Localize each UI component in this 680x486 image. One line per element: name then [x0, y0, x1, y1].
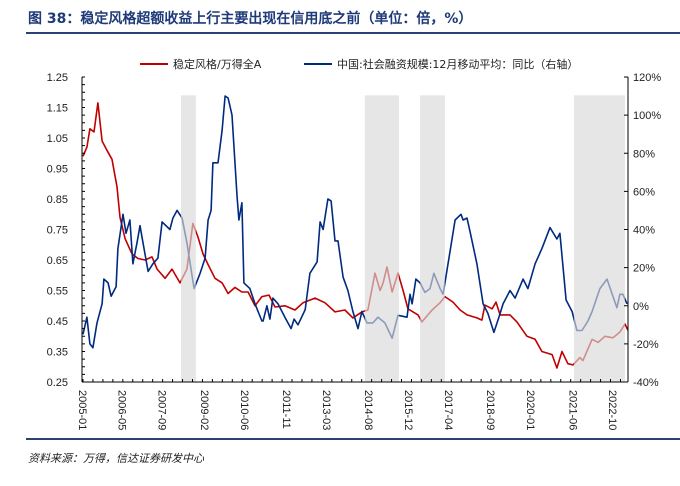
left-tick-label: 0.75 [47, 225, 68, 237]
right-tick-label: -40% [633, 377, 659, 389]
left-tick-label: 0.65 [47, 255, 68, 267]
right-tick-label: 0% [633, 301, 649, 313]
x-tick-label: 2007-09 [156, 390, 168, 430]
left-tick-label: 1.15 [47, 103, 68, 115]
right-tick-label: 100% [633, 110, 661, 122]
x-tick-label: 2015-12 [402, 390, 414, 430]
chart-title: 图 38：稳定风格超额收益上行主要出现在信用底之前（单位：倍，%） [28, 10, 472, 27]
left-tick-label: 1.25 [47, 72, 68, 84]
x-tick-label: 2014-08 [362, 390, 374, 430]
x-tick-label: 2005-01 [76, 390, 88, 430]
left-tick-label: 0.45 [47, 316, 68, 328]
x-tick-label: 2013-03 [320, 390, 332, 430]
x-tick-label: 2018-09 [484, 390, 496, 430]
left-tick-label: 0.85 [47, 194, 68, 206]
legend-label-red: 稳定风格/万得全A [173, 57, 262, 71]
x-tick-label: 2011-11 [280, 390, 292, 429]
right-tick-label: 20% [633, 263, 655, 275]
legend-label-blue: 中国:社会融资规模:12月移动平均：同比（右轴） [337, 57, 578, 71]
shaded-period [420, 95, 445, 383]
right-tick-label: -20% [633, 339, 659, 351]
right-tick-label: 40% [633, 225, 655, 237]
shaded-period [364, 95, 399, 383]
x-tick-label: 2020-01 [524, 390, 536, 430]
x-tick-label: 2017-04 [442, 390, 454, 430]
source-note: 资料来源：万得，信达证券研发中心 [28, 452, 205, 465]
legend: 稳定风格/万得全A 中国:社会融资规模:12月移动平均：同比（右轴） [140, 57, 578, 71]
x-tick-label: 2021-06 [566, 390, 578, 430]
x-tick-label: 2022-10 [606, 390, 618, 430]
right-tick-label: 120% [633, 72, 661, 84]
right-tick-label: 80% [633, 148, 655, 160]
x-tick-label: 2010-06 [238, 390, 250, 430]
series-line-blue [82, 95, 628, 349]
left-tick-label: 0.25 [47, 377, 68, 389]
x-tick-label: 2009-02 [198, 390, 210, 430]
x-tick-label: 2006-05 [116, 390, 128, 430]
left-tick-label: 0.55 [47, 286, 68, 298]
left-tick-label: 1.05 [47, 133, 68, 145]
shaded-period [573, 95, 625, 383]
shaded-period [180, 95, 196, 383]
plot-area: 1.25 1.15 1.05 0.95 0.85 0.75 0.65 0.55 0.45 0.35… [47, 72, 662, 430]
left-tick-label: 0.95 [47, 164, 68, 176]
left-tick-label: 0.35 [47, 347, 68, 359]
right-tick-label: 60% [633, 186, 655, 198]
